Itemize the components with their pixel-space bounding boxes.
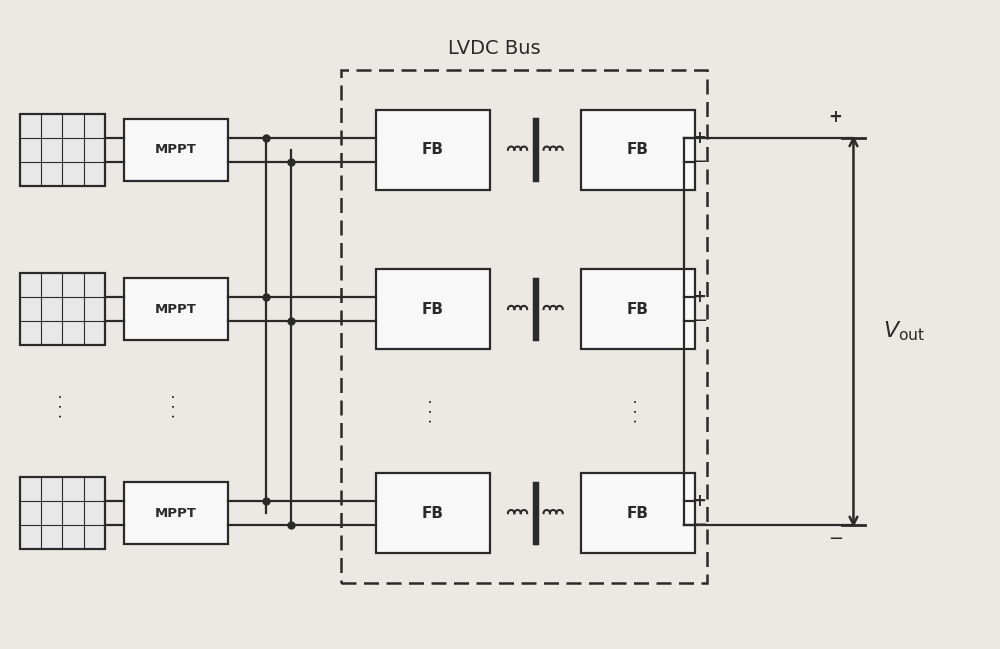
Bar — [124, 119, 228, 180]
Text: MPPT: MPPT — [155, 302, 197, 315]
Bar — [20, 478, 105, 549]
Text: MPPT: MPPT — [155, 143, 197, 156]
Bar — [376, 473, 490, 553]
Text: MPPT: MPPT — [155, 507, 197, 520]
Text: FB: FB — [627, 302, 649, 317]
Text: · · ·: · · · — [168, 394, 183, 419]
Bar — [581, 473, 695, 553]
Text: FB: FB — [422, 506, 444, 520]
Bar — [581, 110, 695, 190]
Text: LVDC Bus: LVDC Bus — [448, 39, 541, 58]
Bar — [341, 70, 707, 583]
Text: FB: FB — [422, 302, 444, 317]
Text: · · ·: · · · — [55, 394, 70, 419]
Text: +: + — [692, 492, 706, 510]
Text: FB: FB — [627, 142, 649, 157]
Bar — [376, 269, 490, 349]
Text: −: − — [692, 153, 707, 171]
Bar — [124, 482, 228, 544]
Text: FB: FB — [422, 142, 444, 157]
Bar — [376, 110, 490, 190]
Bar — [20, 273, 105, 345]
Text: $V_{\mathrm{out}}$: $V_{\mathrm{out}}$ — [883, 320, 926, 343]
Text: +: + — [692, 129, 706, 147]
Bar — [20, 114, 105, 186]
Text: · · ·: · · · — [425, 399, 440, 423]
Bar — [124, 278, 228, 340]
Text: −: − — [692, 312, 707, 330]
Text: FB: FB — [627, 506, 649, 520]
Text: +: + — [692, 288, 706, 306]
Text: −: − — [828, 530, 843, 548]
Text: · · ·: · · · — [630, 399, 645, 423]
Text: −: − — [692, 516, 707, 534]
Bar — [581, 269, 695, 349]
Text: +: + — [829, 108, 842, 126]
